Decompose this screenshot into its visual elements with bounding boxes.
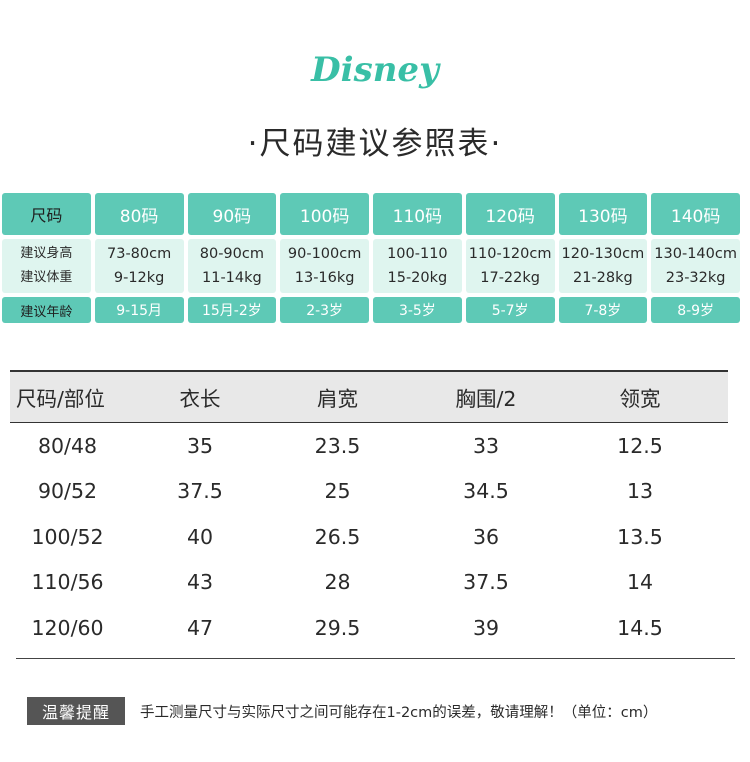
column-header: 胸围/2	[455, 387, 517, 411]
weight-label: 建议体重	[20, 270, 73, 285]
weight-value: 15-20kg	[387, 270, 448, 286]
table-cell: 23.5	[314, 433, 361, 458]
height-value: 73-80cm	[107, 246, 172, 262]
age-cell: 9-15月	[94, 297, 184, 323]
height-value: 120-130cm	[561, 246, 645, 262]
table-cell: 39	[472, 615, 500, 640]
disney-logo: Disney	[0, 50, 750, 90]
height-weight-cell: 90-100cm 13-16kg	[280, 239, 369, 293]
table-cell: 43	[186, 570, 214, 595]
age-cell: 15月-2岁	[187, 297, 277, 323]
table-cell: 47	[186, 615, 214, 640]
height-weight-cell: 80-90cm 11-14kg	[187, 239, 277, 293]
table-cell: 90/52	[37, 479, 98, 504]
measurement-table-header: 尺码/部位 衣长 肩宽 胸围/2 领宽	[10, 370, 728, 423]
table-cell: 110/56	[31, 570, 104, 595]
height-value: 100-110	[387, 246, 448, 262]
height-label: 建议身高	[20, 246, 73, 261]
size-header-cell: 110码	[373, 193, 462, 235]
size-guide-header-row: 尺码 80码 90码 100码 110码 120码 130码 140码	[2, 193, 740, 235]
height-value: 130-140cm	[654, 246, 737, 262]
size-guide-age-row: 建议年龄 9-15月 15月-2岁 2-3岁 3-5岁 5-7岁 7-8岁 8-…	[2, 297, 740, 323]
size-guide-grid: 尺码 80码 90码 100码 110码 120码 130码 140码 建议身高…	[2, 193, 740, 327]
height-weight-cell: 110-120cm 17-22kg	[465, 239, 555, 293]
table-cell: 28	[324, 570, 351, 595]
table-cell: 34.5	[463, 479, 509, 504]
reminder-text: 手工测量尺寸与实际尺寸之间可能存在1-2cm的误差，敬请理解！（单位：cm）	[140, 704, 658, 721]
table-row: 120/60 47 29.5 39 14.5	[10, 605, 728, 651]
page-title: ·尺码建议参照表·	[247, 126, 503, 162]
table-cell: 13	[626, 479, 654, 504]
weight-value: 23-32kg	[665, 270, 726, 286]
height-weight-cell: 120-130cm 21-28kg	[558, 239, 648, 293]
table-cell: 26.5	[314, 524, 361, 549]
age-cell: 2-3岁	[280, 297, 369, 323]
table-cell: 37.5	[463, 570, 509, 595]
size-header-cell: 90码	[187, 193, 277, 235]
table-cell: 13.5	[617, 524, 663, 549]
table-cell: 35	[186, 433, 214, 458]
height-weight-cell: 73-80cm 9-12kg	[94, 239, 184, 293]
weight-value: 21-28kg	[573, 270, 633, 286]
height-value: 110-120cm	[468, 246, 552, 262]
weight-value: 13-16kg	[294, 270, 355, 286]
size-header-label: 尺码	[2, 193, 91, 235]
logo-text: Disney	[311, 50, 439, 90]
age-cell: 3-5岁	[373, 297, 462, 323]
size-header-cell: 120码	[465, 193, 555, 235]
height-weight-cell: 100-110 15-20kg	[373, 239, 462, 293]
table-cell: 100/52	[31, 524, 104, 549]
height-weight-cell: 130-140cm 23-32kg	[651, 239, 740, 293]
table-cell: 37.5	[177, 479, 223, 504]
height-value: 90-100cm	[287, 246, 362, 262]
table-row: 100/52 40 26.5 36 13.5	[10, 514, 728, 560]
column-header: 衣长	[179, 387, 221, 411]
table-cell: 25	[324, 479, 351, 504]
age-label: 建议年龄	[2, 297, 91, 323]
reminder-note: 温馨提醒 手工测量尺寸与实际尺寸之间可能存在1-2cm的误差，敬请理解！（单位：…	[27, 697, 657, 725]
size-header-cell: 140码	[651, 193, 740, 235]
table-row: 80/48 35 23.5 33 12.5	[10, 423, 728, 469]
column-header: 尺码/部位	[16, 387, 105, 411]
table-cell: 40	[186, 524, 214, 549]
table-cell: 14.5	[617, 615, 663, 640]
reminder-badge: 温馨提醒	[27, 697, 125, 725]
height-weight-label-cell: 建议身高 建议体重	[2, 239, 91, 293]
table-cell: 80/48	[37, 433, 98, 458]
weight-value: 11-14kg	[202, 270, 262, 286]
column-header: 领宽	[619, 387, 661, 411]
measurement-table: 尺码/部位 衣长 肩宽 胸围/2 领宽 80/48 35 23.5 33 12.…	[10, 370, 728, 651]
table-cell: 36	[472, 524, 500, 549]
table-cell: 120/60	[31, 615, 104, 640]
table-bottom-divider	[16, 658, 735, 659]
table-row: 90/52 37.5 25 34.5 13	[10, 469, 728, 515]
weight-value: 9-12kg	[113, 270, 165, 286]
size-header-cell: 130码	[558, 193, 648, 235]
age-cell: 5-7岁	[465, 297, 555, 323]
column-header: 肩宽	[317, 387, 358, 411]
age-cell: 7-8岁	[558, 297, 648, 323]
size-header-cell: 100码	[280, 193, 369, 235]
table-cell: 14	[626, 570, 654, 595]
size-guide-body-row: 建议身高 建议体重 73-80cm 9-12kg 80-90cm 11-14kg…	[2, 239, 740, 293]
size-header-cell: 80码	[94, 193, 184, 235]
table-cell: 29.5	[314, 615, 361, 640]
table-cell: 33	[472, 433, 500, 458]
weight-value: 17-22kg	[480, 270, 540, 286]
table-cell: 12.5	[617, 433, 663, 458]
table-row: 110/56 43 28 37.5 14	[10, 560, 728, 606]
height-value: 80-90cm	[199, 246, 264, 262]
age-cell: 8-9岁	[651, 297, 740, 323]
